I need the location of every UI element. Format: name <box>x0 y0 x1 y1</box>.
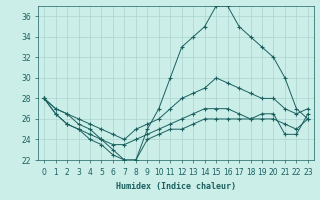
X-axis label: Humidex (Indice chaleur): Humidex (Indice chaleur) <box>116 182 236 191</box>
